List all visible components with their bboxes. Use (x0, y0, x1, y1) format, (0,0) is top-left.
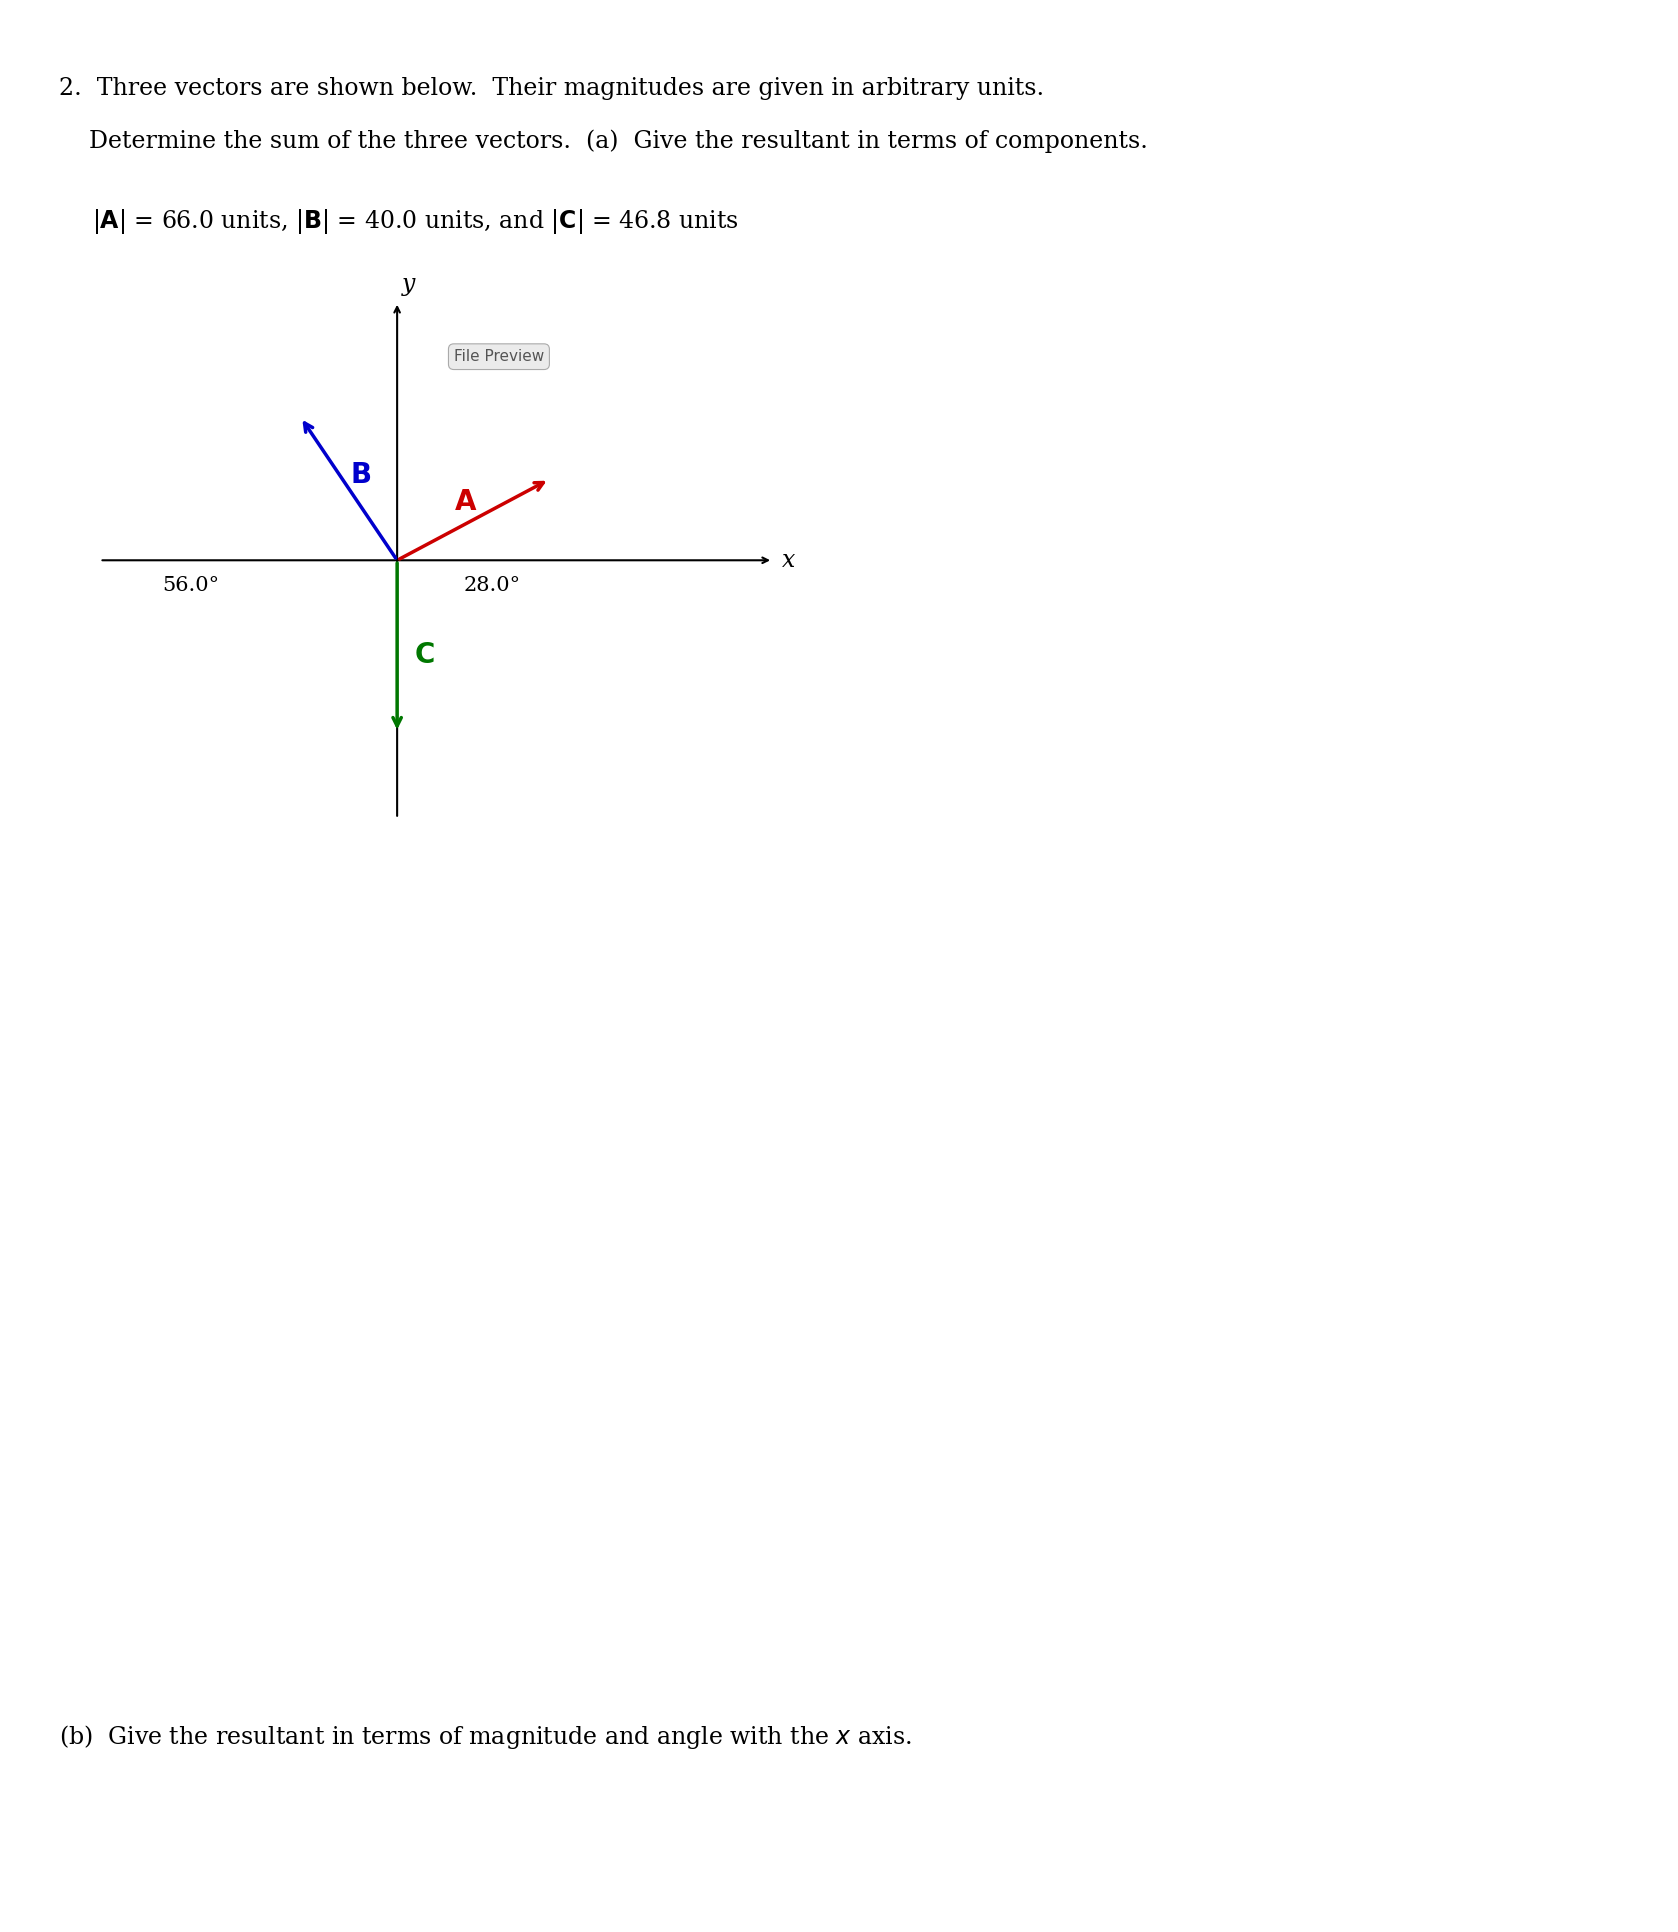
Text: A: A (455, 487, 477, 516)
Text: y: y (403, 272, 416, 296)
Text: x: x (782, 549, 795, 572)
Text: File Preview: File Preview (453, 350, 544, 365)
Text: 56.0°: 56.0° (163, 576, 220, 595)
Text: B: B (351, 462, 373, 489)
Text: (b)  Give the resultant in terms of magnitude and angle with the $\it{x}$ axis.: (b) Give the resultant in terms of magni… (59, 1723, 911, 1750)
Text: 28.0°: 28.0° (463, 576, 520, 595)
Text: 2.  Three vectors are shown below.  Their magnitudes are given in arbitrary unit: 2. Three vectors are shown below. Their … (59, 77, 1044, 100)
Text: $|$$\mathbf{A}$$|$ = 66.0 units, $|$$\mathbf{B}$$|$ = 40.0 units, and $|$$\mathb: $|$$\mathbf{A}$$|$ = 66.0 units, $|$$\ma… (92, 207, 738, 236)
Text: C: C (414, 641, 435, 668)
Text: Determine the sum of the three vectors.  (a)  Give the resultant in terms of com: Determine the sum of the three vectors. … (59, 129, 1148, 153)
